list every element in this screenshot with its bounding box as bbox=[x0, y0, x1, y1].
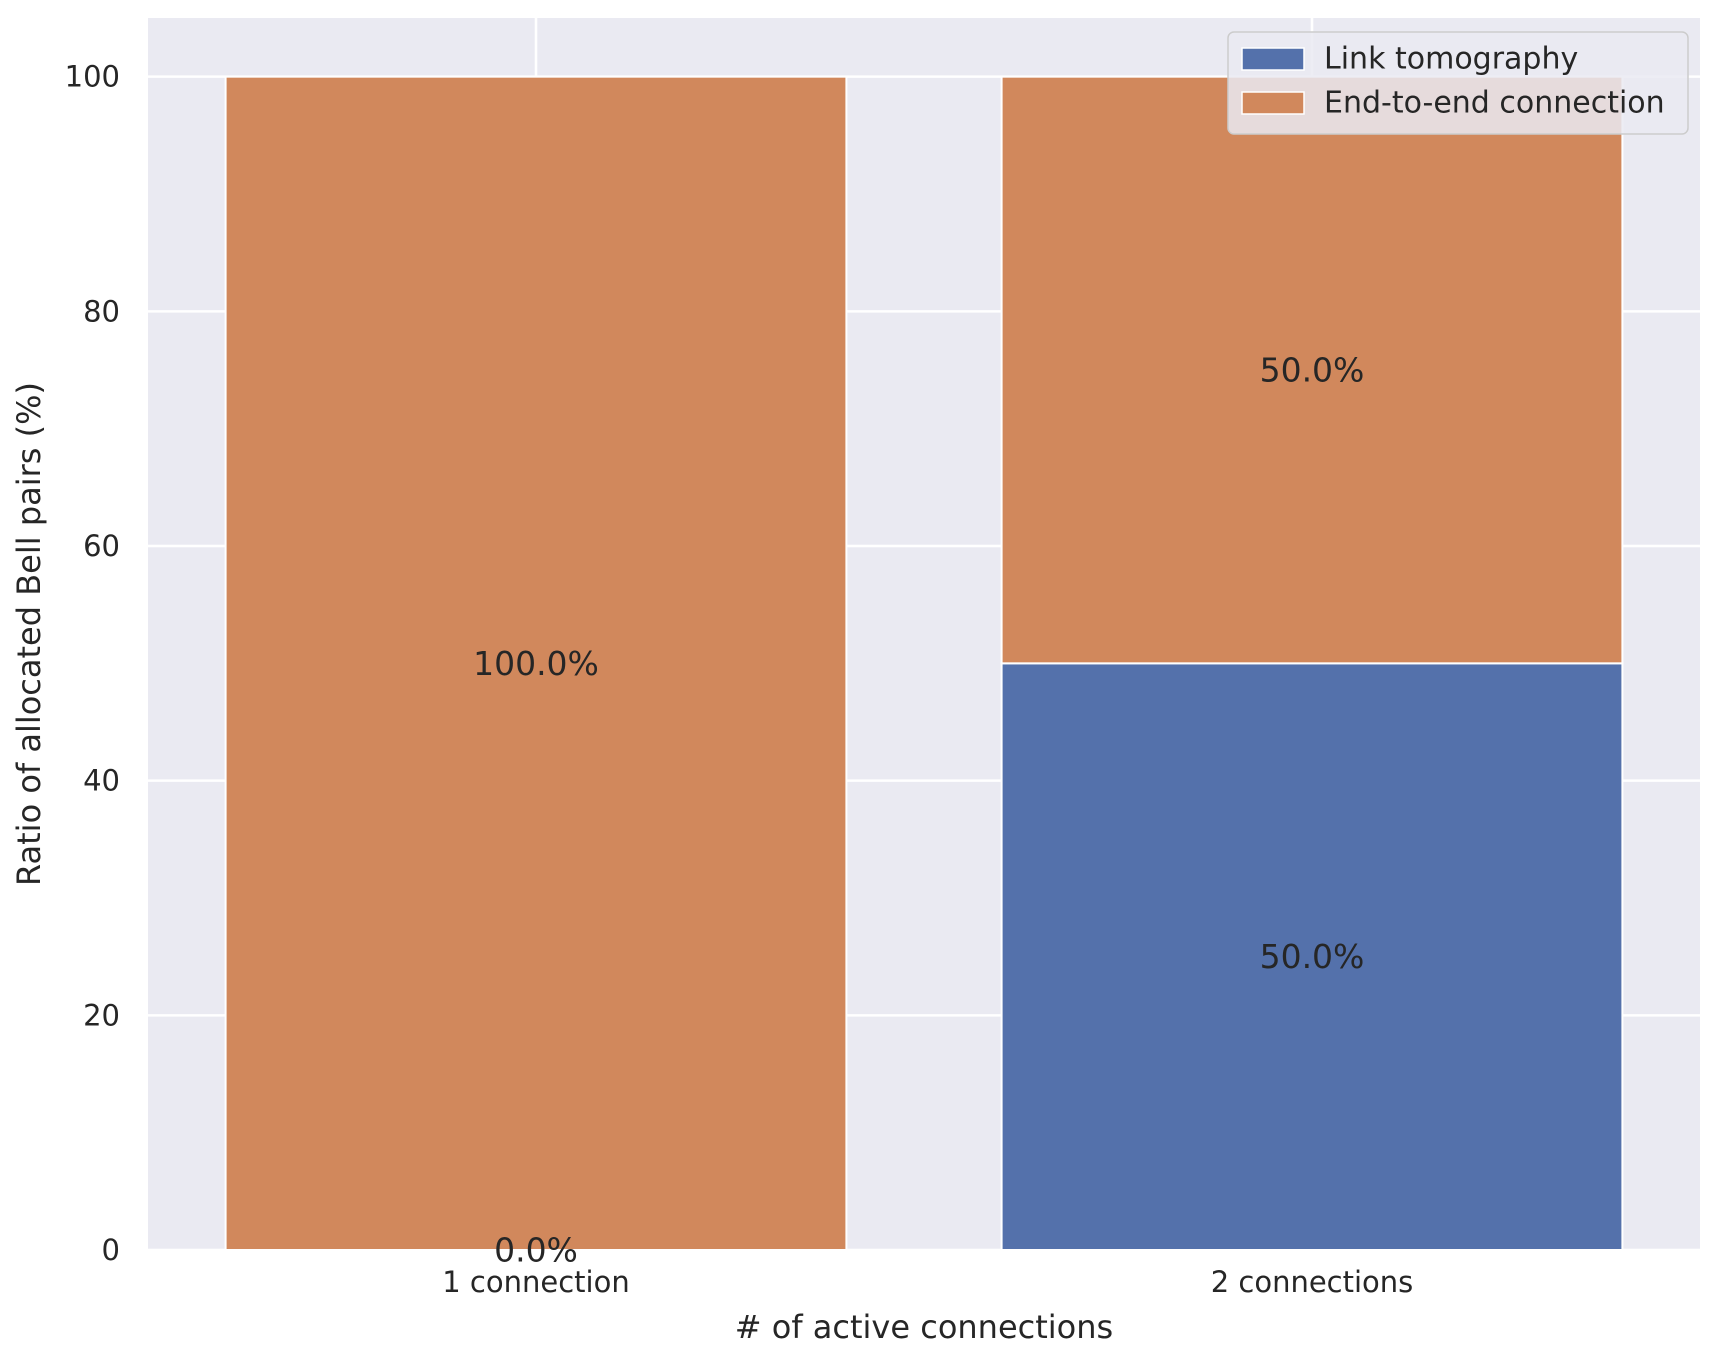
y-tick-label: 20 bbox=[83, 998, 120, 1032]
y-tick-label: 80 bbox=[83, 294, 120, 328]
x-tick-label: 2 connections bbox=[1211, 1265, 1414, 1299]
x-axis-ticks: 1 connection 2 connections bbox=[442, 1265, 1413, 1299]
legend-swatch bbox=[1241, 47, 1305, 71]
bar-end-to-end-connection-1 bbox=[224, 75, 848, 1252]
x-tick-label: 1 connection bbox=[442, 1265, 629, 1299]
data-label: 50.0% bbox=[1260, 351, 1365, 390]
x-axis-label: # of active connections bbox=[735, 1308, 1113, 1346]
y-tick-label: 0 bbox=[102, 1233, 120, 1267]
data-label: 0.0% bbox=[494, 1231, 578, 1270]
y-axis-label: Ratio of allocated Bell pairs (%) bbox=[10, 382, 48, 886]
y-tick-label: 60 bbox=[83, 529, 120, 563]
legend-swatch bbox=[1241, 91, 1305, 115]
bars bbox=[224, 75, 1624, 1252]
bar-end-to-end-connection-2 bbox=[1000, 75, 1624, 665]
data-label: 100.0% bbox=[473, 644, 599, 683]
data-labels: 0.0% 100.0% 50.0% 50.0% bbox=[473, 351, 1364, 1270]
y-tick-label: 100 bbox=[65, 60, 120, 94]
data-label: 50.0% bbox=[1260, 937, 1365, 976]
legend: Link tomography End-to-end connection bbox=[1227, 31, 1689, 135]
y-tick-label: 40 bbox=[83, 764, 120, 798]
legend-label: Link tomography bbox=[1324, 42, 1578, 77]
y-axis-ticks: 0 20 40 60 80 100 bbox=[65, 60, 120, 1267]
legend-label: End-to-end connection bbox=[1324, 86, 1665, 121]
bar-link-tomography-2 bbox=[1000, 662, 1624, 1251]
legend-frame bbox=[1227, 31, 1689, 135]
